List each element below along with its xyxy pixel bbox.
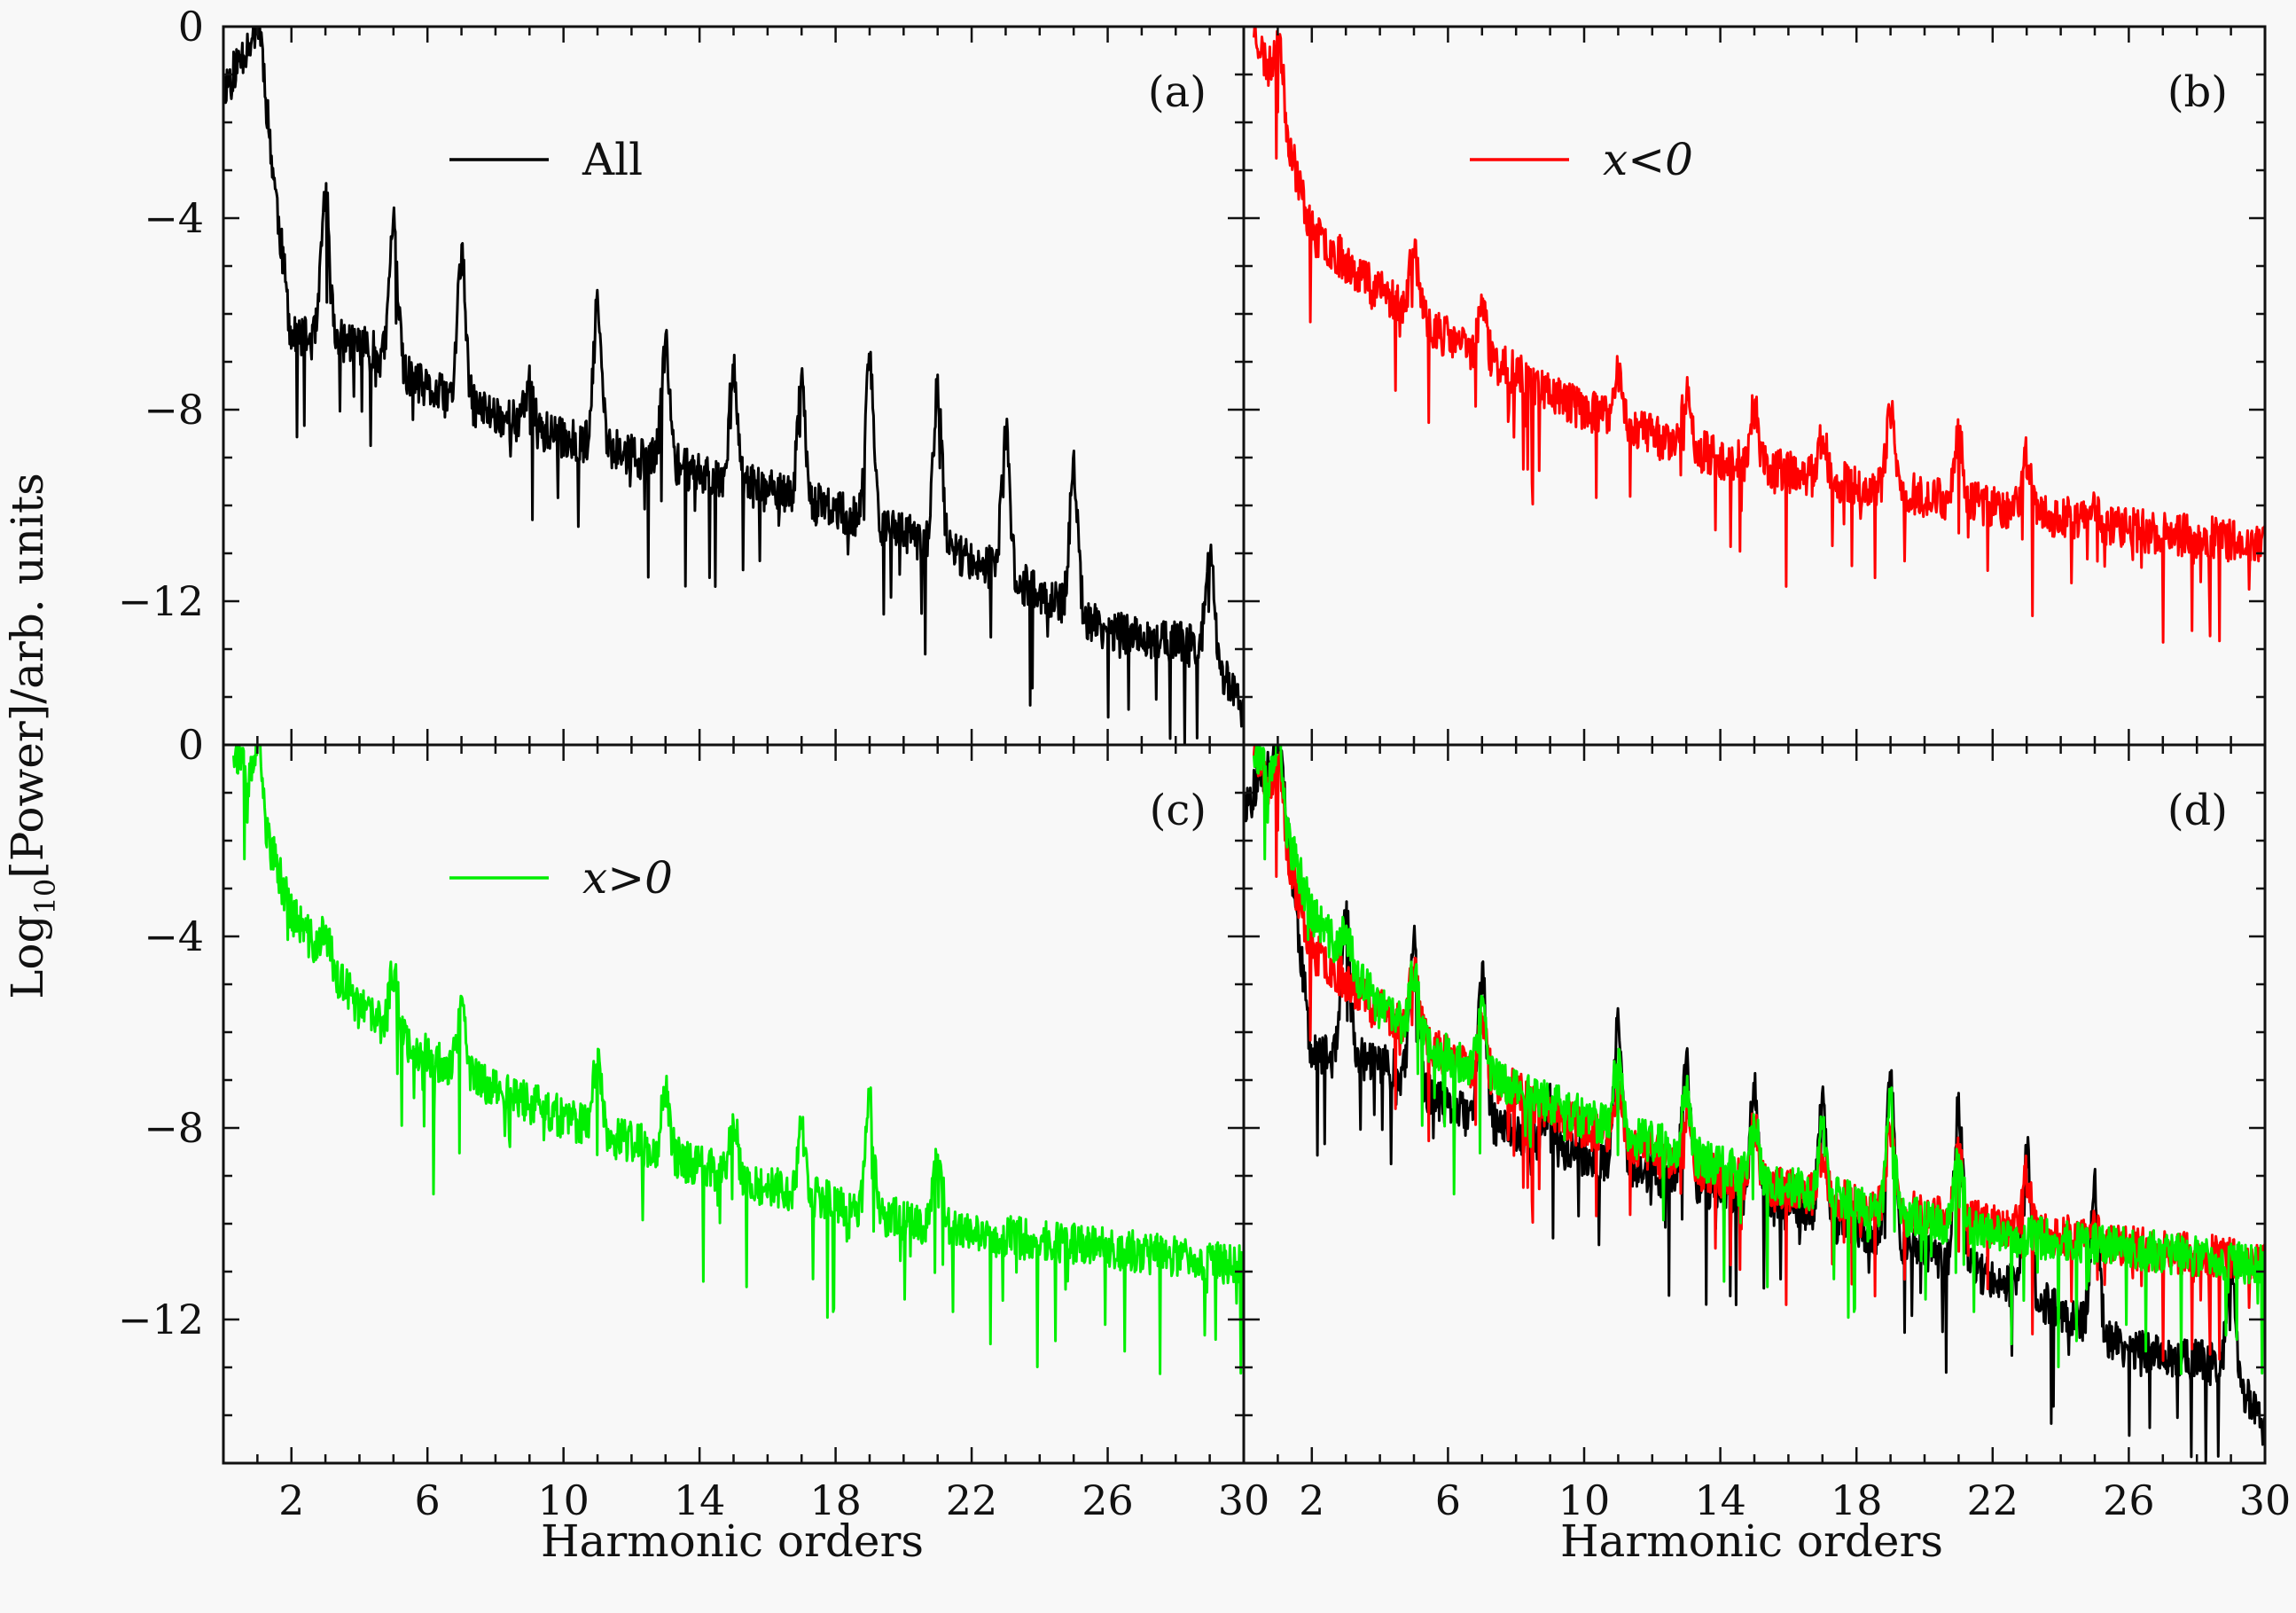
x-tick-label: 22 — [946, 1476, 998, 1524]
y-tick-label: −8 — [144, 386, 204, 434]
y-axis-title-main: Log — [2, 914, 53, 998]
x-tick-label: 18 — [809, 1476, 862, 1524]
panel-label: (c) — [1150, 786, 1207, 835]
panel-b: (b) x<0 — [1242, 25, 2267, 747]
series-group — [1253, 27, 2265, 644]
series-group — [1244, 745, 2265, 1463]
panel-label: (a) — [1148, 67, 1207, 117]
panel-label: (b) — [2167, 67, 2228, 117]
x-tick-label: 26 — [1082, 1476, 1134, 1524]
x-tick-label: 18 — [1831, 1476, 1883, 1524]
x-tick-label: 2 — [278, 1476, 304, 1524]
series-line-x-0 — [232, 745, 1244, 1375]
y-axis-title: Log10[Power]/arb. units — [2, 473, 62, 999]
y-tick-label: −12 — [118, 577, 204, 625]
series-group — [232, 745, 1244, 1375]
x-axis-title-left: Harmonic orders — [541, 1515, 924, 1567]
legend-label: x<0 — [1603, 134, 1693, 185]
x-tick-label: 6 — [415, 1476, 441, 1524]
x-tick-label: 14 — [1694, 1476, 1746, 1524]
x-tick-label: 6 — [1435, 1476, 1461, 1524]
x-tick-label: 30 — [1218, 1476, 1270, 1524]
y-tick-label: −8 — [144, 1104, 204, 1152]
y-axis-title-rest: [Power]/arb. units — [2, 473, 53, 879]
panels-group: 0−4−8−12(a)All(b)x<00−4−8−122 6 10 14 18 22 26… — [118, 3, 2291, 1524]
x-tick-label: 14 — [674, 1476, 726, 1524]
y-axis-title-sub: 10 — [28, 879, 62, 915]
y-tick-label: 0 — [178, 3, 204, 51]
x-tick-label: 10 — [537, 1476, 590, 1524]
series-line-x-0 — [1253, 27, 2265, 644]
y-tick-label: −4 — [144, 194, 204, 242]
panel-c: 0−4−8−122 6 10 14 18 22 26 30(c)x>0 — [118, 721, 1269, 1524]
x-tick-label: 26 — [2103, 1476, 2155, 1524]
legend-label: x>0 — [582, 852, 673, 904]
panel-d: 2 6 10 14 18 22 26 30(d) — [1242, 743, 2292, 1524]
x-tick-label: 10 — [1558, 1476, 1611, 1524]
y-tick-label: −4 — [144, 912, 204, 960]
y-tick-label: 0 — [178, 721, 204, 769]
legend-label: All — [582, 134, 643, 185]
x-tick-label: 22 — [1967, 1476, 2019, 1524]
x-tick-label: 30 — [2239, 1476, 2292, 1524]
series-line-all — [1244, 745, 2265, 1463]
series-line-all — [223, 27, 1244, 745]
y-tick-label: −12 — [118, 1296, 204, 1343]
x-axis-title-right: Harmonic orders — [1560, 1515, 1943, 1567]
series-line-x-0 — [1253, 745, 2265, 1375]
series-group — [223, 27, 1244, 745]
x-tick-label: 2 — [1299, 1476, 1324, 1524]
panel-label: (d) — [2167, 786, 2228, 835]
